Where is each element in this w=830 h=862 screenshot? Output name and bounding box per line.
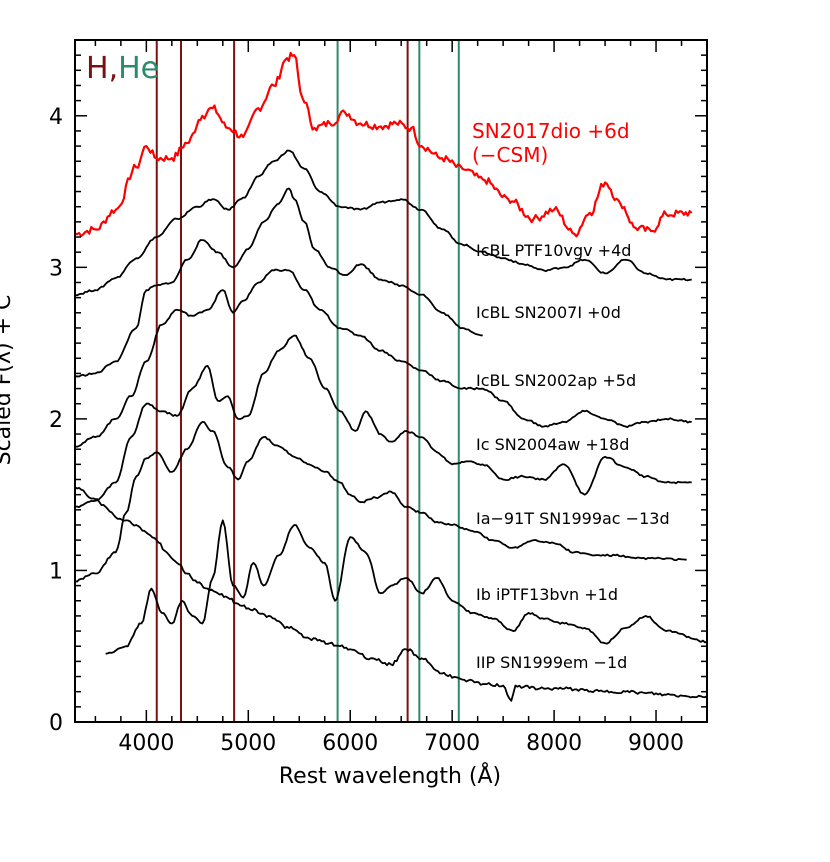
- series-line-6: [105, 519, 708, 655]
- line-markers: [155, 40, 460, 722]
- x-tick-label: 9000: [628, 731, 684, 756]
- series-label-sn2017dio-line2: (−CSM): [472, 143, 548, 167]
- axis-ticks: 4000 5000 6000 7000 8000 9000 0 1 2 3 4: [49, 40, 708, 756]
- plot-frame: [74, 39, 708, 723]
- y-axis-label: Scaled F(λ) + C: [0, 295, 16, 466]
- series-label-iptf13bvn: Ib iPTF13bvn +1d: [476, 585, 618, 604]
- series-label-sn2004aw: Ic SN2004aw +18d: [476, 435, 629, 454]
- series-line-7: [74, 486, 708, 702]
- legend-separator: ,: [109, 51, 119, 86]
- series-line-1: [74, 149, 692, 297]
- x-axis-label: Rest wavelength (Å): [279, 762, 501, 789]
- series-line-2: [74, 187, 483, 378]
- y-tick-label: 3: [49, 256, 63, 281]
- series-label-sn2007i: IcBL SN2007I +0d: [476, 303, 621, 322]
- line-legend: H,He: [86, 51, 159, 86]
- series-line-4: [74, 334, 692, 508]
- x-tick-label: 7000: [424, 731, 480, 756]
- legend-he: He: [118, 51, 159, 86]
- x-tick-label: 6000: [322, 731, 378, 756]
- y-tick-label: 1: [49, 559, 63, 584]
- y-tick-label: 4: [49, 105, 63, 130]
- x-tick-label: 5000: [220, 731, 276, 756]
- legend-h: H: [86, 51, 109, 86]
- x-tick-label: 8000: [526, 731, 582, 756]
- series-line-3: [74, 268, 692, 448]
- series-label-sn1999ac: Ia−91T SN1999ac −13d: [476, 509, 670, 528]
- series-label-sn2017dio-line1: SN2017dio +6d: [472, 119, 630, 143]
- series-label-sn2002ap: IcBL SN2002ap +5d: [476, 371, 636, 390]
- series-label-ptf10vgv: IcBL PTF10vgv +4d: [476, 241, 631, 260]
- spectra-series: [74, 51, 708, 702]
- series-line-5: [74, 421, 687, 583]
- series-line-0: [75, 51, 693, 238]
- y-tick-label: 2: [49, 408, 63, 433]
- series-label-sn1999em: IIP SN1999em −1d: [476, 653, 627, 672]
- x-tick-label: 4000: [118, 731, 174, 756]
- y-tick-label: 0: [49, 711, 63, 736]
